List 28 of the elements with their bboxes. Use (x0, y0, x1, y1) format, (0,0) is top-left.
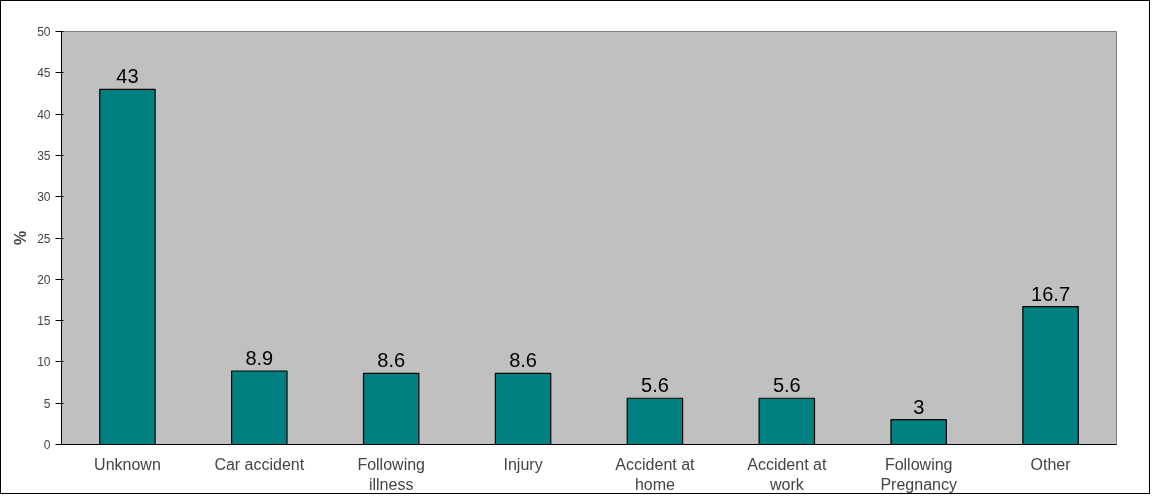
data-label: 43 (116, 65, 139, 88)
y-tick-label: 35 (37, 148, 51, 163)
x-tick-label: Unknown (94, 455, 161, 473)
data-label: 8.6 (377, 349, 406, 372)
x-tick-label: Following illness (357, 455, 425, 493)
x-tick-label: Injury (503, 455, 543, 473)
y-tick-label: 40 (37, 107, 51, 122)
data-label: 5.6 (641, 374, 669, 397)
y-axis-title: % (12, 230, 30, 246)
y-tick-label: 20 (37, 272, 51, 287)
x-tick-label: Accident at home (615, 455, 696, 493)
y-tick-label: 15 (37, 314, 51, 329)
data-label: 5.6 (772, 374, 801, 397)
data-label: 16.7 (1031, 282, 1071, 305)
x-tick-label: Following Pregnancy (880, 455, 957, 493)
x-tick-label: Other (1030, 455, 1072, 473)
data-label: 8.9 (245, 346, 274, 369)
y-tick-label: 50 (37, 25, 51, 39)
x-tick-label: Car accident (214, 455, 305, 473)
y-tick-label: 30 (37, 190, 51, 205)
data-label: 8.6 (509, 349, 537, 372)
y-tick-label: 25 (37, 231, 51, 246)
y-tick-label: 0 (43, 438, 51, 452)
y-tick-label: 10 (37, 355, 51, 370)
y-tick-label: 45 (37, 66, 51, 81)
y-tick-label: 5 (43, 396, 51, 411)
data-label: 3 (913, 395, 925, 418)
x-tick-label: Accident at work (747, 455, 827, 493)
